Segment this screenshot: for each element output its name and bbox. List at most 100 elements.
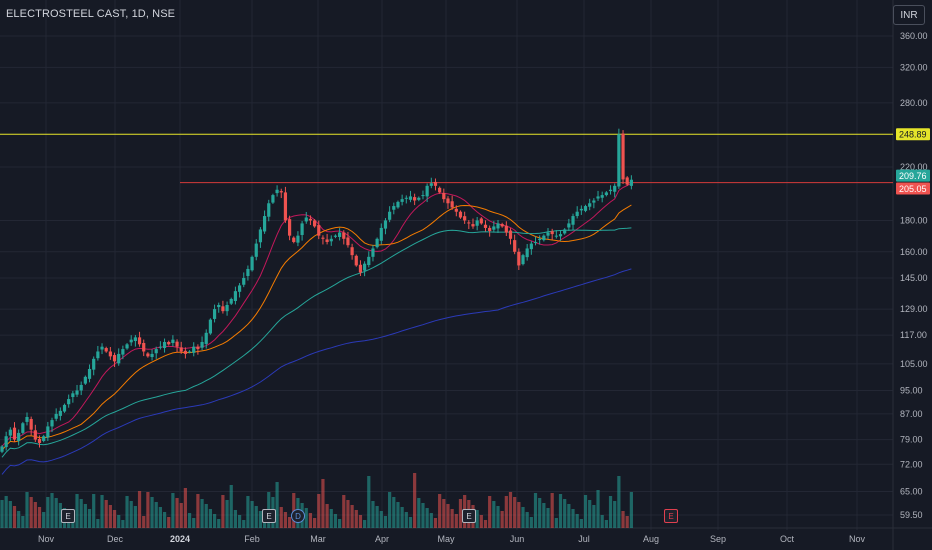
volume-bar xyxy=(458,499,463,528)
time-tick-label: Nov xyxy=(38,534,55,544)
candle-body xyxy=(383,220,388,229)
candle-body xyxy=(8,429,12,436)
time-tick-label: Feb xyxy=(244,534,260,544)
volume-bar xyxy=(313,518,317,528)
candle-body xyxy=(208,319,213,334)
candle-body xyxy=(525,248,529,258)
volume-bar xyxy=(396,502,400,528)
volume-bar xyxy=(354,510,358,528)
candle-body xyxy=(0,446,4,452)
candle-body xyxy=(358,264,363,273)
volume-bar xyxy=(242,520,246,528)
volume-bar xyxy=(129,501,133,528)
volume-bar xyxy=(71,518,75,528)
volume-bar xyxy=(508,492,513,528)
time-tick-label: Jun xyxy=(510,534,525,544)
candle-body xyxy=(171,339,175,343)
candle-body xyxy=(58,410,62,416)
candle-body xyxy=(529,243,533,250)
volume-bar xyxy=(233,510,238,528)
price-tick-label: 65.00 xyxy=(900,486,923,496)
candle-body xyxy=(346,237,350,246)
price-tick-label: 59.50 xyxy=(900,510,923,520)
candle-body xyxy=(608,189,613,192)
candle-body xyxy=(83,376,87,384)
volume-bar xyxy=(229,485,233,528)
candle-body xyxy=(92,358,96,370)
volume-bar xyxy=(192,518,196,528)
candle-body xyxy=(133,337,137,341)
candle-body xyxy=(596,196,600,199)
candle-body xyxy=(121,349,125,355)
time-tick-label: Oct xyxy=(780,534,795,544)
volume-bar xyxy=(29,497,33,528)
volume-bar xyxy=(592,505,596,528)
candle-body xyxy=(87,368,92,379)
upcoming-earnings-icon[interactable]: E xyxy=(664,509,678,523)
candle-body xyxy=(521,255,525,265)
candle-body xyxy=(112,355,117,362)
volume-bar xyxy=(421,503,425,528)
volume-bar xyxy=(158,507,162,528)
volume-bar xyxy=(342,495,346,528)
candle-body xyxy=(292,237,296,242)
candle-body xyxy=(200,341,204,348)
candle-body xyxy=(129,339,133,343)
candle-body xyxy=(517,251,521,266)
volume-bar xyxy=(525,512,529,528)
candle-body xyxy=(558,234,563,237)
volume-bar xyxy=(308,513,313,528)
earnings-event-icon[interactable]: E xyxy=(262,509,276,523)
volume-bar xyxy=(392,497,396,528)
candle-body xyxy=(71,393,75,398)
volume-bar xyxy=(133,506,137,528)
dividend-event-icon[interactable]: D xyxy=(291,509,305,523)
candle-body xyxy=(588,203,592,207)
volume-bar xyxy=(442,499,446,528)
candle-body xyxy=(550,231,554,235)
volume-bar xyxy=(275,482,279,528)
candle-body xyxy=(483,224,488,228)
volume-bar xyxy=(179,503,183,528)
volume-bar xyxy=(546,508,550,528)
earnings-event-icon[interactable]: E xyxy=(462,509,476,523)
volume-bar xyxy=(483,520,488,528)
volume-bar xyxy=(196,494,200,528)
candle-body xyxy=(325,239,329,242)
candle-body xyxy=(500,224,504,227)
volume-bar xyxy=(617,476,621,528)
volume-bar xyxy=(317,494,321,528)
candle-body xyxy=(404,197,408,199)
candle-body xyxy=(317,225,321,236)
candle-body xyxy=(604,192,608,196)
price-label-box xyxy=(896,169,930,182)
volume-bar xyxy=(492,501,496,528)
candle-body xyxy=(154,349,158,354)
candle-body xyxy=(183,350,187,354)
time-tick-label: Dec xyxy=(107,534,124,544)
candle-body xyxy=(408,196,413,200)
volume-bar xyxy=(571,509,575,528)
candle-body xyxy=(546,232,550,236)
volume-bar xyxy=(625,516,629,528)
volume-bar xyxy=(563,499,567,528)
volume-bar xyxy=(567,504,571,528)
candle-body xyxy=(321,237,325,239)
currency-button[interactable]: INR xyxy=(893,5,925,25)
volume-bar xyxy=(417,498,421,528)
candle-body xyxy=(237,285,242,292)
volume-bar xyxy=(121,520,125,528)
price-label-text: 205.05 xyxy=(899,184,927,194)
candle-body xyxy=(454,208,458,212)
volume-bar xyxy=(212,514,217,528)
earnings-event-icon[interactable]: E xyxy=(61,509,75,523)
volume-bar xyxy=(538,498,542,528)
volume-bar xyxy=(246,496,250,528)
candle-body xyxy=(283,192,288,221)
volume-bar xyxy=(221,495,225,528)
candle-body xyxy=(254,243,258,257)
volume-bar xyxy=(346,500,350,528)
candle-body xyxy=(592,200,596,203)
candle-body xyxy=(425,185,429,197)
